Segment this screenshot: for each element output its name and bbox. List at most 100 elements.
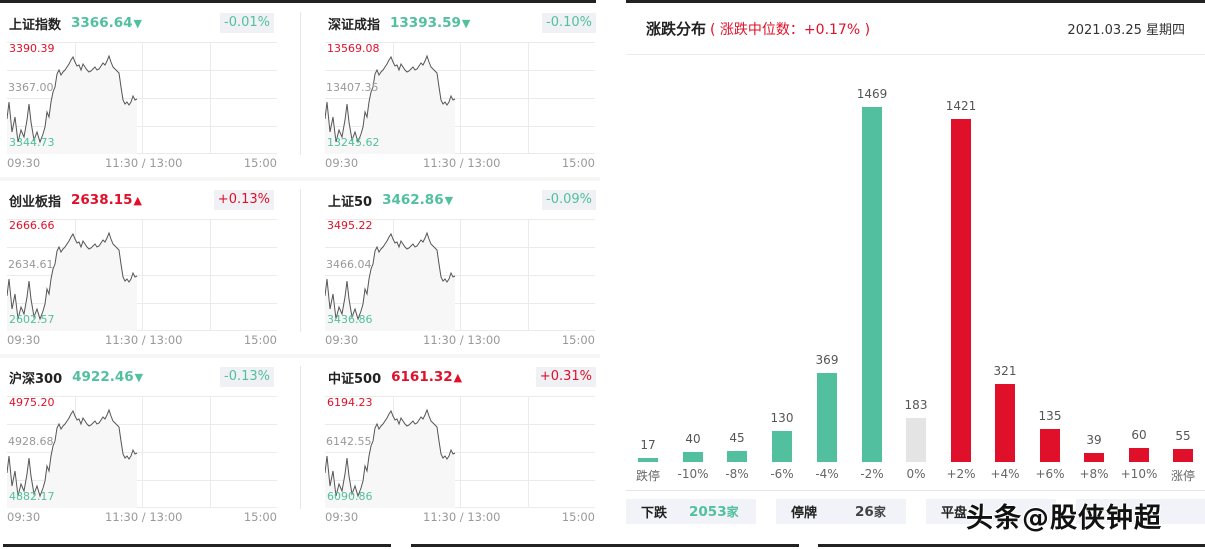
index-card[interactable]: 中证500 6161.32 ▲ +0.31% 6194.23: [300, 354, 600, 531]
low-price-label: 6090.86: [327, 490, 373, 503]
low-price-label: 13245.62: [327, 136, 380, 149]
high-price-label: 6194.23: [327, 396, 373, 409]
time-mid: 11:30 / 13:00: [423, 156, 501, 170]
change-percent-badge: -0.10%: [542, 13, 596, 33]
high-price-label: 13569.08: [327, 42, 380, 55]
down-arrow-icon: ▼: [444, 193, 454, 207]
axis-line: [626, 490, 1205, 491]
time-mid: 11:30 / 13:00: [105, 510, 183, 524]
bar-category-label: -6%: [770, 467, 794, 481]
distribution-bar[interactable]: [951, 119, 971, 462]
intraday-line-chart[interactable]: 2666.66 2634.61 2602.57: [7, 219, 277, 331]
intraday-line-chart[interactable]: 6194.23 6142.55 6090.86: [325, 396, 595, 508]
bar-category-label: +2%: [946, 467, 976, 481]
distribution-bar[interactable]: [1084, 453, 1104, 462]
index-value: 3366.64: [71, 15, 133, 31]
distribution-bar[interactable]: [995, 384, 1015, 462]
index-header: 上证50 3462.86 ▼: [328, 190, 453, 210]
index-card[interactable]: 沪深300 4922.46 ▼ -0.13% 4975.20: [0, 354, 300, 531]
bottom-border: [411, 544, 799, 547]
bar-value-label: 60: [1131, 428, 1147, 442]
stat-label: 停牌: [791, 506, 818, 521]
distribution-bar[interactable]: [772, 431, 792, 462]
bar-value-label: 321: [993, 364, 1017, 378]
distribution-bar[interactable]: [906, 418, 926, 462]
high-price-label: 3390.39: [9, 42, 55, 55]
bar-value-label: 17: [640, 438, 656, 452]
bar-value-label: 369: [815, 353, 839, 367]
low-price-label: 3344.73: [9, 136, 55, 149]
bar-value-label: 1469: [856, 87, 888, 101]
low-price-label: 3436.86: [327, 313, 373, 326]
index-name: 上证指数: [9, 17, 62, 33]
distribution-title: 涨跌分布( 涨跌中位数：+0.17% ): [646, 18, 870, 39]
bottom-border: [818, 544, 1205, 547]
index-card[interactable]: 深证成指 13393.59 ▼ -0.10% 13569.0: [300, 0, 600, 177]
distribution-bar[interactable]: [817, 373, 837, 462]
index-card[interactable]: 上证指数 3366.64 ▼ -0.01% 3390.39: [0, 0, 300, 177]
bar-category-label: +6%: [1035, 467, 1065, 481]
down-arrow-icon: ▼: [134, 370, 144, 384]
intraday-line-chart[interactable]: 3390.39 3367.00 3344.73: [7, 42, 277, 154]
distribution-bar[interactable]: [638, 458, 658, 462]
distribution-bar[interactable]: [1173, 449, 1193, 462]
change-percent-badge: +0.13%: [213, 190, 274, 210]
row-separator: [0, 177, 600, 181]
intraday-line-chart[interactable]: 3495.22 3466.04 3436.86: [325, 219, 595, 331]
prev-close-label: 13407.35: [326, 81, 379, 94]
bar-category-label: -10%: [677, 467, 709, 481]
bar-value-label: 1421: [945, 99, 977, 113]
distribution-bar[interactable]: [1040, 429, 1060, 462]
time-mid: 11:30 / 13:00: [105, 156, 183, 170]
time-start: 09:30: [325, 510, 359, 524]
watermark: 头条@股侠钟超: [966, 503, 1162, 534]
sparkline: [325, 219, 595, 331]
stat-flat: 平盘: [926, 499, 1056, 524]
index-name: 上证50: [328, 194, 373, 210]
index-value: 6161.32: [391, 369, 453, 385]
row-separator: [0, 354, 600, 358]
header-divider: [626, 54, 1205, 55]
trade-date: 2021.03.25 星期四: [1067, 23, 1185, 38]
distribution-bar[interactable]: [727, 451, 747, 462]
bar-value-label: 183: [904, 398, 928, 412]
stat-value: 2053家: [689, 504, 739, 520]
down-arrow-icon: ▼: [461, 16, 471, 30]
up-arrow-icon: ▲: [453, 370, 463, 384]
distribution-bar[interactable]: [1129, 448, 1149, 462]
sparkline: [7, 219, 277, 331]
time-mid: 11:30 / 13:00: [105, 333, 183, 347]
column-divider: [300, 366, 301, 509]
bar-category-label: -4%: [815, 467, 839, 481]
intraday-line-chart[interactable]: 4975.20 4928.68 4882.17: [7, 396, 277, 508]
bar-value-label: 135: [1038, 409, 1062, 423]
time-end: 15:00: [243, 510, 277, 524]
sparkline: [325, 396, 595, 508]
intraday-line-chart[interactable]: 13569.08 13407.35 13245.62: [325, 42, 595, 154]
index-card[interactable]: 上证50 3462.86 ▼ -0.09% 3495.22: [300, 177, 600, 354]
stat-falling: 下跌 2053家: [626, 499, 756, 524]
index-header: 中证500 6161.32 ▲: [328, 367, 462, 387]
time-start: 09:30: [7, 156, 41, 170]
index-card[interactable]: 创业板指 2638.15 ▲ +0.13% 2666.66: [0, 177, 300, 354]
low-price-label: 4882.17: [9, 490, 55, 503]
time-start: 09:30: [7, 333, 41, 347]
prev-close-label: 3367.00: [8, 81, 54, 94]
title-text: 涨跌分布: [646, 20, 707, 38]
distribution-bar[interactable]: [683, 452, 703, 462]
change-percent-badge: +0.31%: [535, 367, 596, 387]
index-name: 深证成指: [328, 17, 381, 33]
prev-close-label: 6142.55: [326, 435, 372, 448]
distribution-bar[interactable]: [862, 107, 882, 462]
index-name: 创业板指: [9, 194, 62, 210]
low-price-label: 2602.57: [9, 313, 55, 326]
bar-category-label: 跌停: [635, 469, 660, 483]
up-arrow-icon: ▲: [133, 193, 142, 207]
index-value: 3462.86: [382, 192, 444, 208]
index-value: 4922.46: [72, 369, 134, 385]
bar-category-label: 0%: [906, 467, 926, 481]
down-arrow-icon: ▼: [133, 16, 142, 30]
index-header: 上证指数 3366.64 ▼: [9, 13, 142, 33]
prev-close-label: 3466.04: [326, 258, 372, 271]
bar-category-label: +10%: [1120, 467, 1158, 481]
